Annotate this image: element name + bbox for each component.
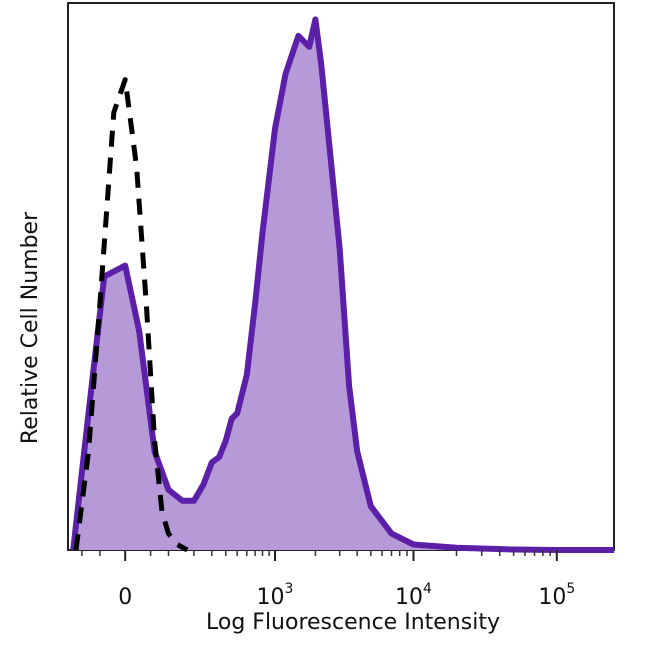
x-tick-label-0: 0 [118,585,132,610]
y-axis-title: Relative Cell Number [18,211,43,444]
x-axis-title: Log Fluorescence Intensity [206,610,500,635]
x-tick-label-1: 103 [257,581,294,610]
series-0-dashed-line [73,77,189,553]
x-tick-label-3: 105 [538,581,575,610]
series-layer [70,16,614,553]
series-1-fill [73,19,614,550]
x-ticks-layer: 0 103 104 105 [81,550,575,610]
series-1-outline [70,16,614,553]
x-tick-label-2: 104 [395,581,432,610]
